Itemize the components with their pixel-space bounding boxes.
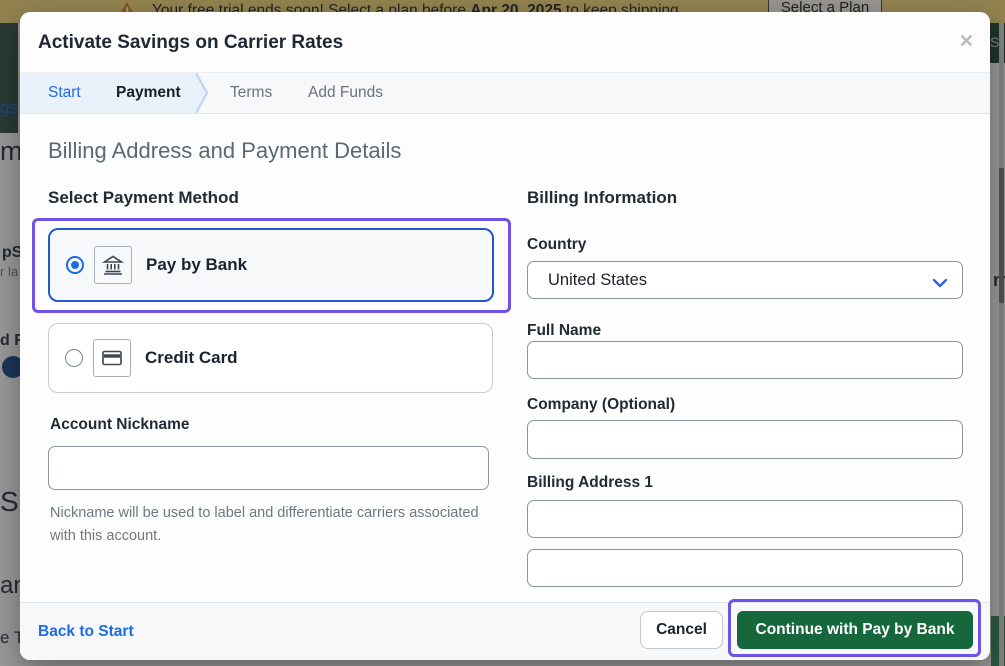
step-payment[interactable]: Payment bbox=[116, 84, 181, 101]
radio-unselected-icon[interactable] bbox=[65, 349, 83, 367]
full-name-input[interactable] bbox=[527, 341, 963, 379]
step-indicator: Start Payment Terms Add Funds bbox=[20, 73, 990, 114]
credit-card-icon bbox=[93, 339, 131, 377]
back-to-start-link[interactable]: Back to Start bbox=[38, 623, 134, 640]
billing-information-heading: Billing Information bbox=[527, 188, 678, 207]
background-fragment: m bbox=[0, 136, 23, 166]
credit-card-option[interactable]: Credit Card bbox=[48, 323, 493, 393]
radio-selected-icon[interactable] bbox=[66, 256, 84, 274]
background-fragment: pS bbox=[2, 244, 23, 261]
bank-icon bbox=[94, 246, 132, 284]
close-icon[interactable]: ✕ bbox=[958, 31, 974, 51]
billing-address-2-input[interactable] bbox=[527, 549, 963, 587]
account-nickname-label: Account Nickname bbox=[50, 416, 190, 433]
modal-header: Activate Savings on Carrier Rates ✕ bbox=[20, 12, 990, 73]
account-nickname-input[interactable] bbox=[48, 446, 489, 490]
chevron-down-icon bbox=[932, 275, 948, 293]
activate-savings-modal: Activate Savings on Carrier Rates ✕ Star… bbox=[20, 12, 990, 660]
company-label: Company (Optional) bbox=[527, 396, 676, 413]
full-name-label: Full Name bbox=[527, 322, 602, 339]
country-selected-value: United States bbox=[548, 271, 648, 289]
pay-by-bank-option[interactable]: Pay by Bank bbox=[48, 228, 494, 302]
country-label: Country bbox=[527, 236, 587, 253]
background-sidebar-fragment bbox=[0, 23, 18, 133]
step-start[interactable]: Start bbox=[48, 84, 81, 101]
page-scrollbar-thumb[interactable] bbox=[999, 168, 1004, 303]
background-fragment: r la bbox=[0, 264, 19, 279]
page-scrollbar-track[interactable] bbox=[999, 23, 1004, 666]
billing-address-1-label: Billing Address 1 bbox=[527, 474, 654, 491]
continue-with-pay-by-bank-button[interactable]: Continue with Pay by Bank bbox=[737, 611, 973, 649]
modal-footer: Back to Start Cancel Continue with Pay b… bbox=[20, 602, 990, 660]
active-step-background bbox=[20, 73, 196, 113]
nickname-help-text: Nickname will be used to label and diffe… bbox=[50, 505, 479, 545]
background-fragment: e T bbox=[0, 628, 25, 647]
country-select[interactable]: United States bbox=[527, 261, 963, 299]
cancel-button[interactable]: Cancel bbox=[640, 611, 723, 649]
step-terms: Terms bbox=[230, 84, 273, 101]
background-fragment: gs bbox=[0, 98, 18, 117]
page-title: Billing Address and Payment Details bbox=[48, 138, 402, 163]
billing-address-1-input[interactable] bbox=[527, 500, 963, 538]
select-payment-method-heading: Select Payment Method bbox=[48, 188, 239, 207]
modal-title: Activate Savings on Carrier Rates bbox=[38, 32, 344, 53]
company-input[interactable] bbox=[527, 420, 963, 459]
background-fragment: S bbox=[0, 486, 19, 517]
pay-by-bank-label: Pay by Bank bbox=[146, 255, 248, 274]
background-fragment: d F bbox=[0, 332, 24, 349]
background-avatar-dot bbox=[2, 356, 24, 378]
step-add-funds: Add Funds bbox=[308, 84, 383, 101]
credit-card-label: Credit Card bbox=[145, 348, 238, 367]
step-chevron-divider bbox=[195, 73, 220, 113]
